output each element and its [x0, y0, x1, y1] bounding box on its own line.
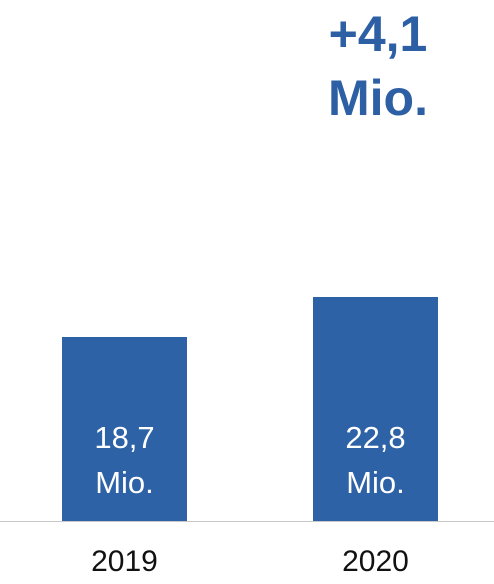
- x-tick-label: 2020: [342, 545, 409, 578]
- bar: 18,7 Mio.: [62, 337, 187, 521]
- x-tick-label: 2019: [91, 545, 158, 578]
- baseline: [0, 521, 494, 522]
- annotation: +4,1 Mio.: [328, 6, 428, 126]
- bar: 22,8 Mio.: [313, 296, 438, 521]
- value-label: 18,7 Mio.: [94, 419, 155, 500]
- value-label: 22,8 Mio.: [345, 419, 406, 500]
